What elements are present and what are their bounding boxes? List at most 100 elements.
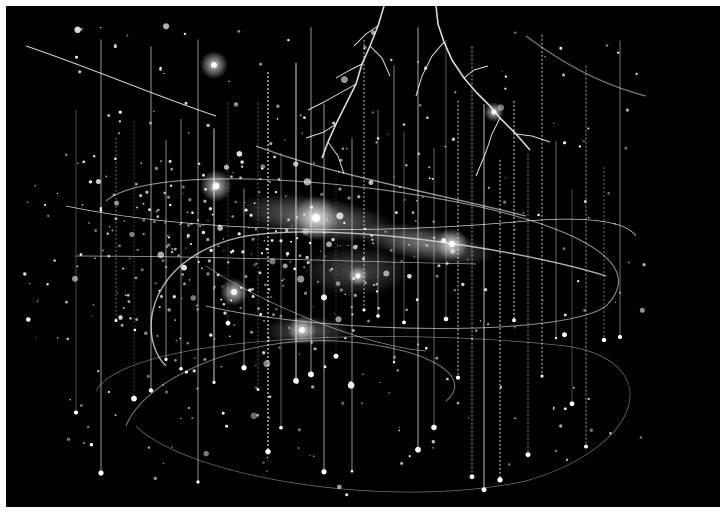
node-dot	[88, 180, 93, 184]
node-dot	[237, 232, 241, 236]
node-dot	[185, 247, 187, 249]
node-dot	[259, 62, 262, 66]
orbit-curve	[150, 231, 607, 367]
drip-end-dot	[293, 377, 299, 384]
node-dot	[417, 60, 420, 63]
node-dot	[303, 266, 306, 269]
node-dot	[389, 249, 393, 252]
drip-end-dot	[164, 357, 168, 361]
node-dot	[335, 316, 342, 323]
node-dot	[263, 360, 271, 368]
drip-end-dot	[212, 380, 216, 384]
node-dot	[350, 306, 353, 309]
drip-end-dot	[279, 425, 283, 430]
node-dot	[171, 446, 173, 448]
node-dot	[312, 306, 314, 308]
node-dot	[272, 313, 276, 317]
node-dot	[86, 425, 90, 429]
node-dot	[387, 133, 389, 136]
node-dot	[163, 191, 167, 195]
node-dot	[134, 276, 138, 280]
node-dot	[414, 220, 417, 222]
drip-end-dot	[584, 444, 588, 449]
node-dot	[165, 265, 168, 269]
node-dot	[180, 297, 183, 300]
drip-end-dot	[497, 477, 503, 483]
node-dot	[331, 267, 334, 270]
node-dot	[37, 298, 39, 301]
lightning-branch	[515, 133, 551, 143]
node-dot	[181, 264, 188, 271]
node-dot	[157, 208, 160, 212]
drip-end-dot	[525, 452, 531, 458]
node-dot	[522, 212, 525, 214]
node-dot	[23, 272, 27, 276]
node-dot	[286, 252, 290, 256]
node-dot	[396, 368, 400, 372]
node-dot	[213, 285, 216, 288]
node-dot	[298, 254, 302, 257]
node-dot	[127, 300, 131, 304]
node-dot	[614, 223, 616, 225]
node-dot	[639, 436, 643, 439]
node-dot	[262, 351, 266, 355]
node-dot	[173, 247, 177, 251]
node-dot	[255, 364, 257, 367]
node-dot	[191, 211, 194, 215]
node-dot	[171, 248, 174, 250]
node-dot	[339, 288, 344, 292]
node-dot	[244, 275, 248, 278]
node-dot	[187, 406, 191, 410]
node-dot	[233, 324, 236, 327]
node-dot	[279, 239, 283, 243]
node-dot	[310, 341, 313, 344]
node-dot	[183, 32, 187, 36]
node-dot	[217, 225, 224, 231]
orbit-curve	[525, 35, 647, 97]
node-dot	[259, 177, 262, 181]
node-dot	[239, 176, 242, 180]
node-dot	[236, 150, 243, 157]
node-dot	[211, 213, 214, 216]
node-dot	[377, 306, 380, 310]
node-dot	[212, 287, 216, 290]
node-dot	[504, 177, 507, 179]
bright-node	[231, 289, 237, 295]
node-dot	[144, 331, 148, 335]
node-dot	[344, 336, 347, 340]
node-dot	[371, 111, 374, 114]
node-dot	[277, 177, 281, 181]
node-dot	[159, 66, 162, 70]
node-dot	[158, 289, 161, 292]
node-dot	[501, 70, 503, 72]
node-dot	[250, 330, 254, 334]
node-dot	[161, 259, 165, 263]
node-dot	[400, 461, 404, 465]
node-dot	[426, 116, 429, 120]
node-dot	[255, 386, 258, 389]
node-dot	[618, 291, 622, 294]
drip-end-dot	[73, 410, 79, 415]
node-dot	[281, 279, 284, 282]
node-dot	[163, 23, 170, 30]
node-dot	[278, 346, 281, 349]
node-dot	[384, 230, 387, 233]
node-dot	[184, 370, 189, 374]
node-dot	[167, 243, 171, 247]
node-dot	[431, 177, 434, 180]
node-dot	[371, 238, 374, 241]
node-dot	[276, 118, 279, 120]
node-dot	[293, 161, 299, 167]
node-dot	[197, 162, 201, 165]
node-dot	[345, 493, 349, 497]
node-dot	[202, 224, 204, 226]
bright-nodes	[200, 51, 504, 344]
node-dot	[642, 263, 646, 267]
node-dot	[400, 260, 403, 263]
node-dot	[351, 313, 354, 316]
node-dot	[155, 210, 158, 213]
node-dot	[129, 317, 132, 320]
node-dot	[171, 250, 174, 254]
node-dot	[379, 381, 381, 384]
